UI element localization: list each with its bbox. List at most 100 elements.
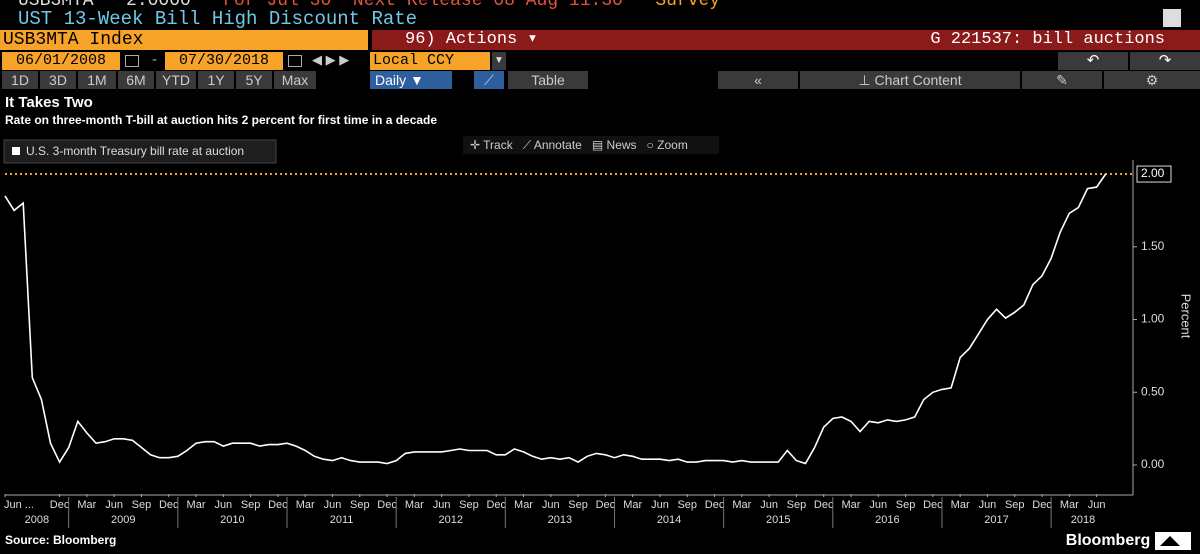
x-tick-label: Jun (542, 499, 560, 511)
collapse-button[interactable]: « (718, 71, 798, 89)
year-label: 2017 (984, 514, 1008, 526)
y-tick-label: 0.00 (1141, 457, 1165, 471)
x-tick-label: Sep (241, 499, 261, 511)
legend-label: U.S. 3-month Treasury bill rate at aucti… (26, 144, 244, 158)
period-button[interactable]: 1D (2, 71, 38, 89)
currency[interactable]: Local CCY (370, 52, 490, 70)
security-title: UST 13-Week Bill High Discount Rate (18, 8, 418, 30)
x-tick-label: Sep (132, 499, 152, 511)
chart-type-button[interactable]: ⟋ (474, 71, 504, 89)
tool-label: Track (483, 138, 513, 152)
year-label: 2011 (330, 514, 354, 526)
chart-content-button[interactable]: ⊥ Chart Content (800, 71, 1020, 89)
x-tick-label: Sep (1005, 499, 1025, 511)
currency-dropdown[interactable]: ▼ (492, 52, 506, 70)
period-button[interactable]: 1M (78, 71, 116, 89)
x-tick-label: Mar (296, 499, 315, 511)
x-tick-label: Mar (1060, 499, 1079, 511)
chart-content-label: Chart Content (874, 72, 962, 88)
chart-tools: ✛ Track ⟋ Annotate ▤ News ○ Zoom (470, 138, 698, 153)
export-icon[interactable] (1163, 9, 1181, 27)
tool-button[interactable]: ✛ Track (470, 138, 513, 152)
frequency-label: Daily (375, 72, 407, 88)
x-tick-label: Dec (486, 499, 506, 511)
x-tick-label: Sep (459, 499, 479, 511)
period-button[interactable]: YTD (156, 71, 196, 89)
source: Source: Bloomberg (5, 533, 116, 547)
ticker-field[interactable]: USB3MTA Index (0, 30, 368, 50)
x-tick-label: Jun (651, 499, 669, 511)
undo-button[interactable]: ↶ (1058, 52, 1128, 70)
x-tick-label: Dec (596, 499, 616, 511)
x-tick-label: Dec (814, 499, 834, 511)
action-bar (372, 30, 1200, 50)
year-label: 2010 (220, 514, 244, 526)
x-tick-label: Mar (732, 499, 751, 511)
x-tick-label: Dec (377, 499, 397, 511)
y-tick-label: 1.50 (1141, 239, 1165, 253)
period-button[interactable]: 6M (118, 71, 154, 89)
brand-icon-mark (1160, 536, 1180, 546)
quote-ticker: USB3MTA (18, 0, 94, 11)
x-tick-label: Sep (896, 499, 916, 511)
tool-button[interactable]: ⟋ Annotate (522, 138, 582, 152)
quote-line: USB3MTA 2.0000 For Jul 30 Next Release 0… (18, 0, 720, 11)
x-tick-label: Mar (514, 499, 533, 511)
y-tick-label: 1.00 (1141, 312, 1165, 326)
x-tick-label: Jun (214, 499, 232, 511)
x-tick-label: Dec (50, 499, 70, 511)
period-button[interactable]: 5Y (236, 71, 272, 89)
actions-menu[interactable]: 96) Actions ▾ (405, 30, 538, 49)
tool-button[interactable]: ▤ News (591, 138, 637, 152)
settings-button[interactable]: ⚙ (1104, 71, 1200, 89)
year-label: 2018 (1071, 514, 1095, 526)
tool-button[interactable]: ○ Zoom (646, 138, 688, 152)
x-tick-label: Dec (705, 499, 725, 511)
edit-button[interactable]: ✎ (1022, 71, 1102, 89)
year-label: 2009 (111, 514, 135, 526)
chart-name: G 221537: bill auctions (930, 30, 1165, 49)
x-tick-label: Sep (677, 499, 697, 511)
tool-label: News (606, 138, 637, 152)
x-tick-label: Mar (951, 499, 970, 511)
reference-label-box (1136, 165, 1172, 183)
year-label: 2016 (875, 514, 899, 526)
period-button[interactable]: 3D (40, 71, 76, 89)
start-date[interactable]: 06/01/2008 (2, 52, 120, 70)
x-tick-label: Jun (324, 499, 342, 511)
y-tick-label: 0.50 (1141, 384, 1165, 398)
chart-subtitle: Rate on three-month T-bill at auction hi… (5, 113, 437, 127)
x-tick-label: Jun (979, 499, 997, 511)
redo-button[interactable]: ↷ (1130, 52, 1200, 70)
x-tick-label: Jun (760, 499, 778, 511)
quote-date: For Jul 30 (223, 0, 332, 11)
year-label: 2008 (25, 514, 49, 526)
x-tick-label: Jun (1088, 499, 1106, 511)
range-arrows[interactable]: ◀ ▶ ▶ (312, 52, 350, 67)
end-date[interactable]: 07/30/2018 (165, 52, 283, 70)
year-label: 2012 (438, 514, 462, 526)
quote-survey: Survey (655, 0, 721, 11)
frequency-dropdown[interactable]: Daily ▼ (370, 71, 452, 89)
year-label: 2013 (548, 514, 572, 526)
x-tick-label: Jun (869, 499, 887, 511)
x-tick-label: Jun (433, 499, 451, 511)
quote-release: Next Release 08 Aug 11:30 (352, 0, 623, 11)
period-button[interactable]: 1Y (198, 71, 234, 89)
table-button[interactable]: Table (508, 71, 588, 89)
x-tick-label: Mar (842, 499, 861, 511)
quote-value: 2.0000 (126, 0, 191, 11)
actions-label: 96) Actions (405, 30, 518, 49)
x-tick-label: Dec (923, 499, 943, 511)
x-tick-label: Dec (268, 499, 288, 511)
x-tick-label: Mar (405, 499, 424, 511)
reference-label: 2.00 (1141, 166, 1165, 180)
x-tick-label: Mar (187, 499, 206, 511)
calendar-icon[interactable] (288, 55, 302, 67)
period-button[interactable]: Max (274, 71, 316, 89)
x-tick-label: Dec (159, 499, 179, 511)
calendar-icon[interactable] (125, 55, 139, 67)
data-line (4, 173, 1107, 465)
